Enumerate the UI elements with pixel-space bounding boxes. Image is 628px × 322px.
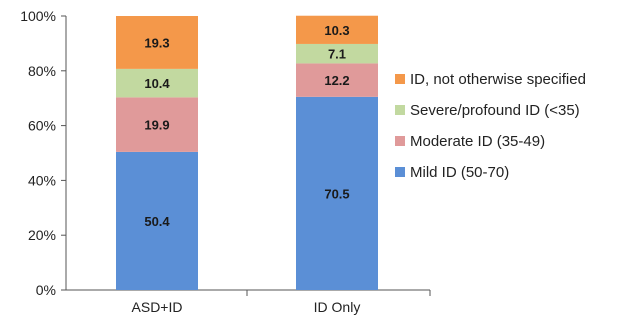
y-tick-label: 40% xyxy=(28,172,56,188)
bar-segment xyxy=(116,68,198,98)
legend-swatch xyxy=(395,74,405,84)
legend-label: ID, not otherwise specified xyxy=(410,71,586,88)
bar-segment xyxy=(296,96,378,290)
data-label: 12.2 xyxy=(324,73,349,88)
legend-label: Moderate ID (35-49) xyxy=(410,133,545,150)
legend-label: Severe/profound ID (<35) xyxy=(410,102,580,119)
x-category-label: ASD+ID xyxy=(132,299,183,315)
bar-segment xyxy=(296,43,378,64)
y-tick-label: 100% xyxy=(20,8,56,24)
legend: ID, not otherwise specified Severe/profou… xyxy=(395,71,586,181)
x-category-label: ID Only xyxy=(314,299,361,315)
data-label: 7.1 xyxy=(328,47,346,62)
data-label: 19.9 xyxy=(144,118,169,133)
bar-segment xyxy=(116,16,198,69)
y-tick-label: 80% xyxy=(28,63,56,79)
data-label: 19.3 xyxy=(144,35,169,50)
legend-swatch xyxy=(395,167,405,177)
bar-segment xyxy=(296,63,378,97)
y-tick-label: 60% xyxy=(28,118,56,134)
data-label: 10.3 xyxy=(324,23,349,38)
bar-segment xyxy=(296,15,378,44)
legend-label: Mild ID (50-70) xyxy=(410,164,509,181)
data-label: 50.4 xyxy=(144,214,170,229)
data-label: 10.4 xyxy=(144,76,170,91)
bar-segment xyxy=(116,97,198,152)
y-tick-label: 20% xyxy=(28,227,56,243)
data-label: 70.5 xyxy=(324,186,349,201)
axes: 0% 20% 40% 60% 80% 100% ASD+ID ID Only xyxy=(20,8,431,315)
bar-segment xyxy=(116,151,198,290)
legend-swatch xyxy=(395,136,405,146)
legend-swatch xyxy=(395,105,405,115)
bars: 50.4 19.9 10.4 19.3 70.5 12.2 7.1 10.3 xyxy=(116,15,378,290)
y-tick-label: 0% xyxy=(36,282,56,298)
